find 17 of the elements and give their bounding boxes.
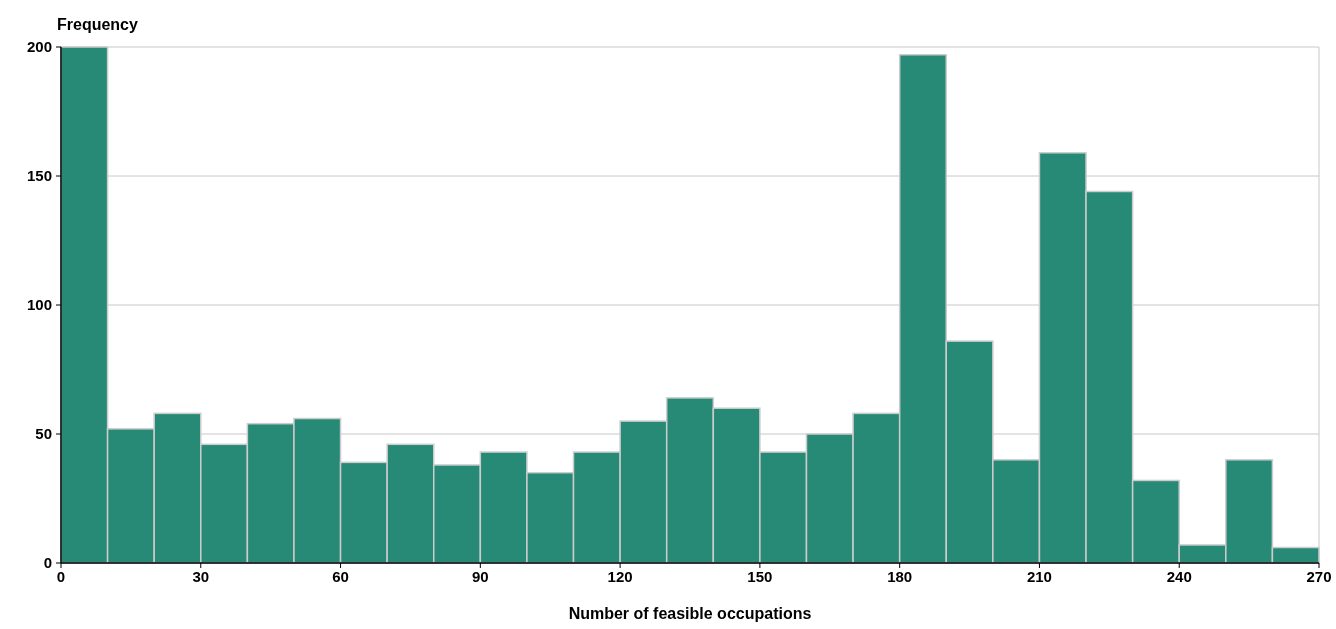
x-tick-label: 60	[332, 568, 349, 585]
y-axis-title: Frequency	[57, 16, 139, 33]
y-tick-label: 50	[35, 425, 52, 442]
y-tick-label: 200	[26, 38, 52, 55]
x-axis-title: Number of feasible occupations	[568, 605, 812, 622]
x-tick-label: 150	[747, 568, 773, 585]
x-tick-label: 270	[1306, 568, 1332, 585]
x-tick-label: 210	[1026, 568, 1052, 585]
y-tick-label: 100	[26, 296, 52, 313]
y-tick-label: 150	[26, 167, 52, 184]
x-tick-label: 30	[192, 568, 210, 585]
x-tick-label: 0	[56, 568, 66, 585]
x-tick-label: 240	[1166, 568, 1192, 585]
x-tick-label: 120	[607, 568, 633, 585]
x-tick-label: 90	[471, 568, 489, 585]
x-tick-label: 180	[887, 568, 913, 585]
y-tick-label: 0	[43, 554, 52, 571]
